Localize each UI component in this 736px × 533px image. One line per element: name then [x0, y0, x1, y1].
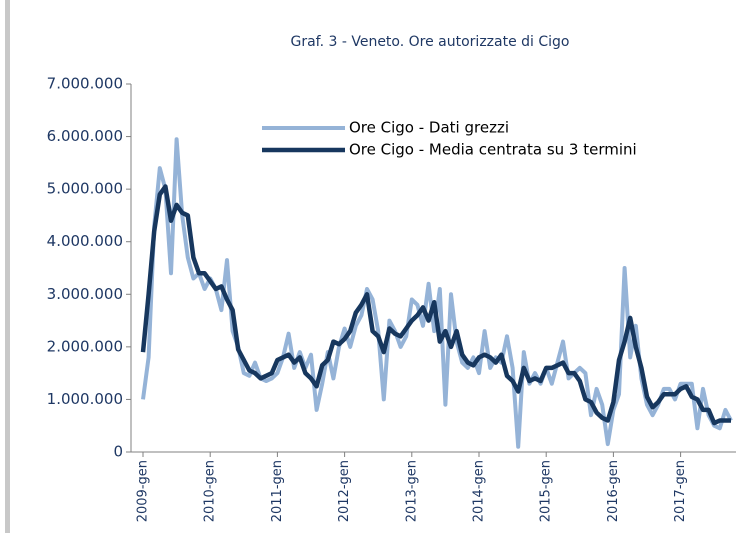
x-tick-label: 2016-gen [606, 460, 621, 522]
y-tick-label: 7.000.000 [47, 75, 123, 93]
legend-box [258, 116, 718, 162]
y-tick-label: 1.000.000 [47, 390, 123, 408]
side-bar [5, 0, 10, 533]
y-tick-label: 4.000.000 [47, 232, 123, 250]
x-tick-label: 2011-gen [270, 460, 285, 522]
y-tick-label: 6.000.000 [47, 127, 123, 145]
x-tick-label: 2017-gen [673, 460, 688, 522]
x-tick-label: 2014-gen [472, 460, 487, 522]
y-tick-label: 5.000.000 [47, 180, 123, 198]
x-tick-label: 2012-gen [337, 460, 352, 522]
chart-title: Graf. 3 - Veneto. Ore autorizzate di Cig… [290, 34, 569, 50]
y-tick-label: 2.000.000 [47, 337, 123, 355]
x-tick-label: 2009-gen [136, 460, 151, 522]
legend-label: Ore Cigo - Dati grezzi [349, 119, 509, 137]
legend-label: Ore Cigo - Media centrata su 3 termini [349, 141, 637, 159]
x-tick-label: 2013-gen [404, 460, 419, 522]
x-tick-label: 2015-gen [539, 460, 554, 522]
y-tick-label: 0 [113, 443, 123, 461]
y-tick-label: 3.000.000 [47, 285, 123, 303]
series-line [141, 137, 733, 449]
x-tick-label: 2010-gen [203, 460, 218, 522]
series-line [140, 184, 731, 426]
